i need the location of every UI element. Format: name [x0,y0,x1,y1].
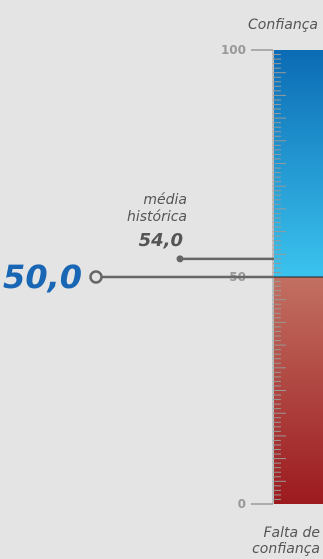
top-label: Confiança [248,17,318,33]
current-value-marker: 50,0 [3,258,274,296]
minor-ticks [273,54,286,500]
historical-dot [176,255,184,263]
historical-caption-line1: média [143,192,187,208]
historical-average-marker: média histórica 54,0 [127,192,274,263]
tick-label: 0 [238,497,246,511]
historical-caption-line2: histórica [127,209,187,225]
current-value-ring [89,270,103,284]
bottom-label-line2: confiança [252,541,320,557]
bottom-label-line1: Falta de [263,525,320,541]
tick-label: 100 [221,43,246,57]
current-value: 50,0 [3,258,82,296]
historical-value: 54,0 [139,230,183,251]
